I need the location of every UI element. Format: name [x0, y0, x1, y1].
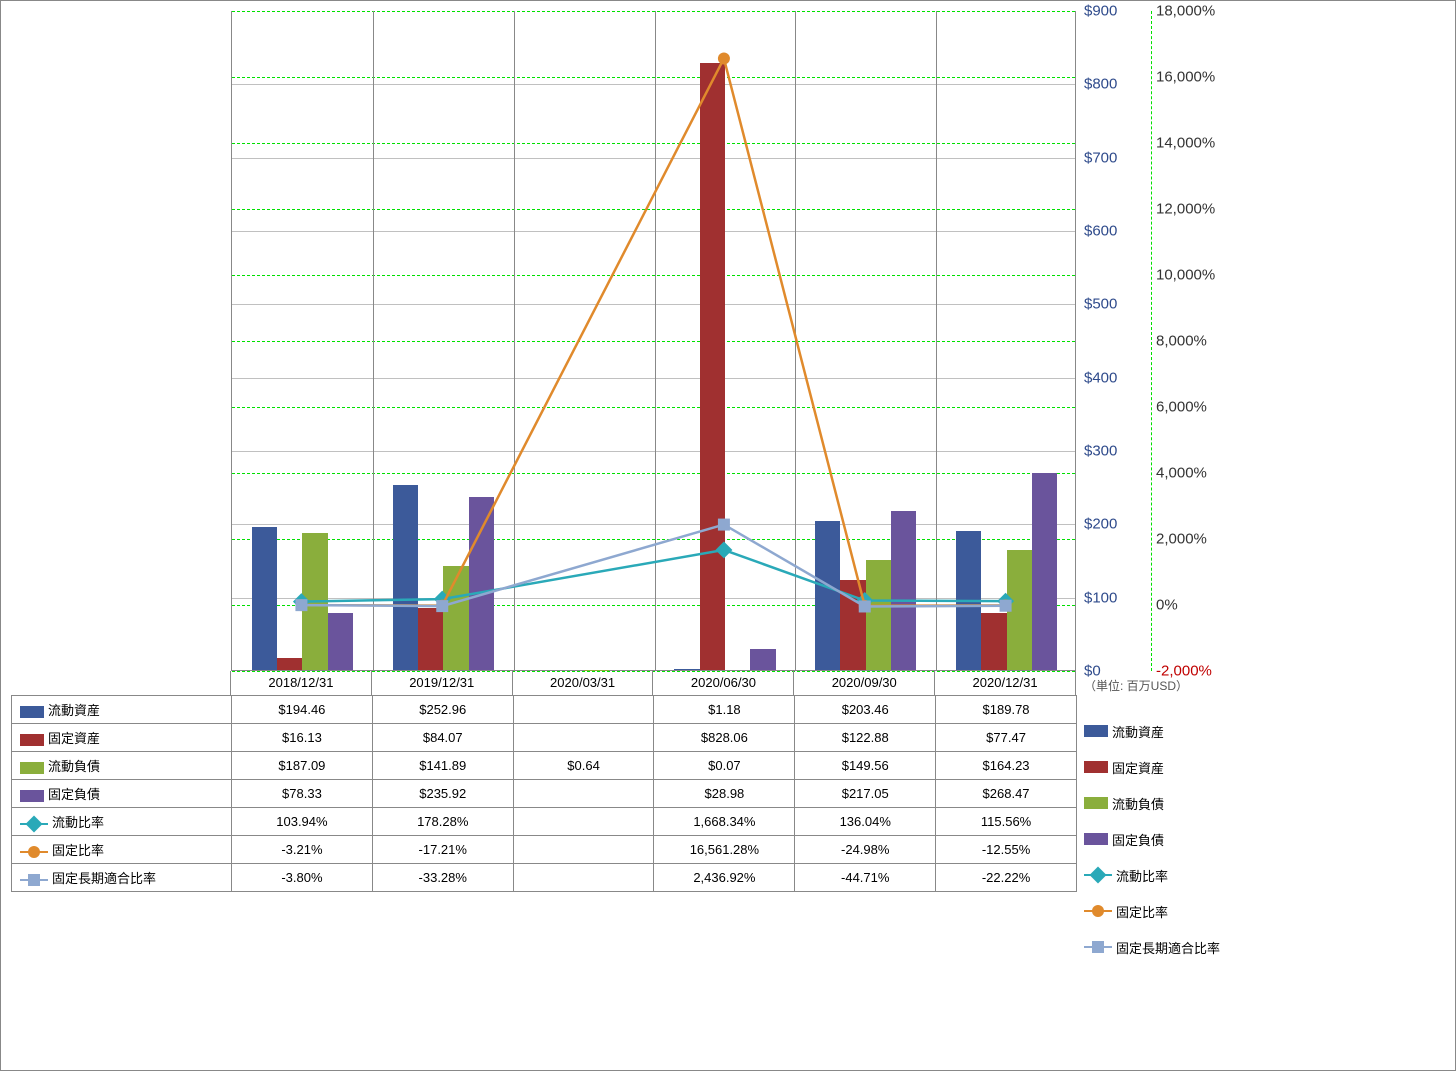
series-label: 固定比率 [52, 843, 104, 858]
category-label: 2020/03/31 [513, 671, 654, 695]
data-table: 流動資産$194.46$252.96$1.18$203.46$189.78固定資… [11, 695, 1077, 892]
table-row: 流動負債 $187.09$141.89$0.64$0.07$149.56$164.… [12, 752, 1077, 780]
table-cell: $217.05 [795, 780, 936, 808]
line-overlay [231, 11, 1076, 671]
table-cell [513, 780, 654, 808]
table-cell: $122.88 [795, 724, 936, 752]
legend-right: 流動資産固定資産流動負債固定負債流動比率固定比率固定長期適合比率 [1084, 713, 1220, 965]
legend-swatch-current_liabilities [20, 762, 44, 774]
table-cell: -33.28% [372, 864, 513, 892]
table-cell [513, 836, 654, 864]
table-cell: 1,668.34% [654, 808, 795, 836]
line-fixed_ratio [301, 58, 1005, 605]
table-row: 流動資産 $194.46$252.96 $1.18$203.46$189.78 [12, 696, 1077, 724]
category-label: 2020/12/31 [935, 671, 1076, 695]
table-cell: $78.33 [232, 780, 373, 808]
series-label: 固定負債 [48, 787, 100, 802]
legend-item-current_liabilities: 流動負債 [1084, 785, 1220, 821]
table-cell: $828.06 [654, 724, 795, 752]
table-cell: $1.18 [654, 696, 795, 724]
table-cell: $84.07 [372, 724, 513, 752]
legend-swatch-fixed_liabilities [20, 790, 44, 802]
table-row: 固定比率 -3.21%-17.21% 16,561.28%-24.98%-12.55… [12, 836, 1077, 864]
table-cell: $235.92 [372, 780, 513, 808]
table-cell: 136.04% [795, 808, 936, 836]
category-label: 2020/06/30 [654, 671, 795, 695]
chart-plot-area [231, 11, 1076, 671]
legend-item-current_assets: 流動資産 [1084, 713, 1220, 749]
table-cell: 115.56% [936, 808, 1077, 836]
line-fixed_long_ratio [301, 525, 1005, 607]
table-row: 流動比率 103.94%178.28% 1,668.34%136.04%115.56… [12, 808, 1077, 836]
table-cell: $16.13 [232, 724, 373, 752]
table-cell: $77.47 [936, 724, 1077, 752]
legend-item-fixed_long_ratio: 固定長期適合比率 [1084, 929, 1220, 965]
table-cell: 103.94% [232, 808, 373, 836]
table-cell: $203.46 [795, 696, 936, 724]
table-cell: -44.71% [795, 864, 936, 892]
legend-item-fixed_ratio: 固定比率 [1084, 893, 1220, 929]
category-label: 2019/12/31 [372, 671, 513, 695]
table-cell: -12.55% [936, 836, 1077, 864]
axis-y1-dollar: $0$100$200$300$400$500$600$700$800$900 [1084, 11, 1144, 671]
legend-swatch-fixed_ratio [20, 851, 48, 853]
legend-item-fixed_liabilities: 固定負債 [1084, 821, 1220, 857]
table-cell [513, 808, 654, 836]
unit-label: （単位: 百万USD） [1084, 677, 1188, 694]
legend-swatch-fixed_long_ratio [20, 879, 48, 881]
table-cell: $0.64 [513, 752, 654, 780]
table-cell: -24.98% [795, 836, 936, 864]
legend-swatch-current_ratio [20, 823, 48, 825]
chart-container: $0$100$200$300$400$500$600$700$800$900 -… [0, 0, 1456, 1071]
category-label: 2018/12/31 [231, 671, 372, 695]
table-cell [513, 724, 654, 752]
table-cell: $141.89 [372, 752, 513, 780]
table-cell: 2,436.92% [654, 864, 795, 892]
table-cell: $0.07 [654, 752, 795, 780]
table-cell: 178.28% [372, 808, 513, 836]
series-label: 流動比率 [52, 815, 104, 830]
legend-item-current_ratio: 流動比率 [1084, 857, 1220, 893]
series-label: 固定資産 [48, 731, 100, 746]
table-row: 固定資産 $16.13$84.07 $828.06$122.88$77.47 [12, 724, 1077, 752]
axis-y2-percent: -2,000%0%2,000%4,000%6,000%8,000%10,000%… [1151, 11, 1231, 671]
table-row: 固定負債 $78.33$235.92 $28.98$217.05$268.47 [12, 780, 1077, 808]
category-label: 2020/09/30 [794, 671, 935, 695]
table-cell: $149.56 [795, 752, 936, 780]
series-label: 流動負債 [48, 759, 100, 774]
table-cell: $268.47 [936, 780, 1077, 808]
table-cell: $187.09 [232, 752, 373, 780]
table-cell: $194.46 [232, 696, 373, 724]
table-row: 固定長期適合比率 -3.80%-33.28% 2,436.92%-44.71%-22… [12, 864, 1077, 892]
table-cell [513, 864, 654, 892]
table-cell: $252.96 [372, 696, 513, 724]
table-cell: -17.21% [372, 836, 513, 864]
table-cell: $28.98 [654, 780, 795, 808]
table-cell: 16,561.28% [654, 836, 795, 864]
legend-item-fixed_assets: 固定資産 [1084, 749, 1220, 785]
series-label: 固定長期適合比率 [52, 871, 156, 886]
table-cell [513, 696, 654, 724]
legend-swatch-fixed_assets [20, 734, 44, 746]
line-current_ratio [301, 550, 1005, 602]
series-label: 流動資産 [48, 703, 100, 718]
table-cell: $164.23 [936, 752, 1077, 780]
table-cell: -3.80% [232, 864, 373, 892]
table-cell: $189.78 [936, 696, 1077, 724]
legend-swatch-current_assets [20, 706, 44, 718]
table-cell: -22.22% [936, 864, 1077, 892]
table-cell: -3.21% [232, 836, 373, 864]
